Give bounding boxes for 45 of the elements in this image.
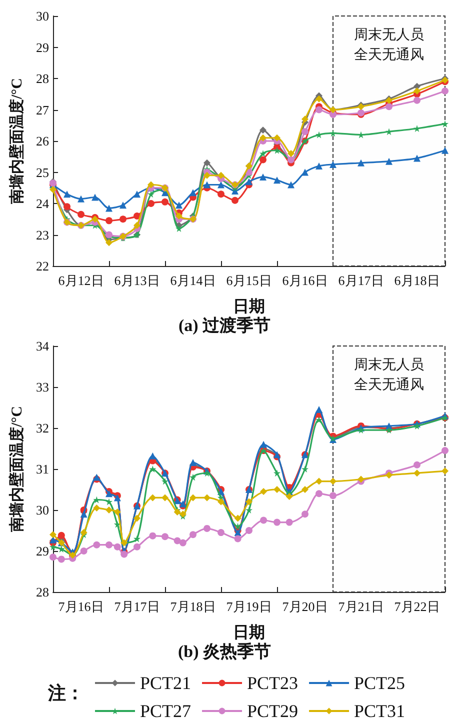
y-tick-label: 28 [36, 584, 49, 600]
y-tick-label: 34 [36, 338, 50, 354]
x-tick-label: 7月22日 [394, 599, 440, 614]
band-label: 周末无人员全天无通风 [354, 357, 424, 393]
x-tick-label: 6月15日 [226, 273, 272, 288]
y-tick-label: 22 [36, 258, 49, 274]
legend-label: PCT31 [354, 701, 406, 721]
x-tick-label: 7月20日 [282, 599, 328, 614]
y-tick-label: 30 [36, 8, 49, 24]
legend-label: PCT23 [247, 673, 298, 693]
legend-label: PCT27 [140, 701, 192, 721]
x-tick-label: 7月18日 [170, 599, 216, 614]
legend-label: PCT29 [247, 701, 298, 721]
y-tick-label: 26 [36, 134, 50, 148]
legend-title: 注： [47, 683, 84, 703]
y-tick-label: 30 [36, 502, 49, 518]
y-axis-title: 南墙内壁面温度/°C [8, 406, 26, 533]
x-tick-label: 6月16日 [282, 273, 328, 288]
x-tick-label: 6月14日 [170, 273, 216, 288]
y-tick-label: 23 [36, 227, 49, 242]
x-tick-label: 6月18日 [394, 273, 440, 288]
legend-label: PCT21 [140, 673, 192, 693]
y-tick-label: 32 [36, 420, 49, 436]
y-tick-label: 31 [36, 462, 49, 476]
y-tick-label: 24 [36, 196, 50, 211]
x-tick-label: 7月16日 [58, 599, 104, 614]
x-tick-label: 6月12日 [58, 273, 104, 288]
x-tick-label: 7月21日 [338, 599, 384, 614]
legend-label: PCT25 [354, 673, 406, 693]
x-axis-title: 日期 [233, 624, 265, 642]
y-tick-label: 25 [36, 164, 49, 180]
band-label: 周末无人员全天无通风 [354, 27, 424, 63]
y-tick-label: 29 [36, 40, 49, 55]
y-tick-label: 29 [36, 544, 49, 558]
x-tick-label: 6月17日 [338, 273, 384, 288]
x-tick-label: 6月13日 [114, 273, 160, 288]
y-tick-label: 33 [36, 380, 49, 394]
y-tick-label: 27 [36, 102, 50, 118]
y-tick-label: 28 [36, 71, 49, 86]
y-axis-title: 南墙内壁面温度/°C [8, 78, 26, 205]
x-tick-label: 7月19日 [226, 599, 272, 614]
text: (b) 炎热季节 [178, 642, 272, 661]
x-tick-label: 7月17日 [114, 599, 160, 614]
text: (a) 过渡季节 [178, 316, 271, 335]
x-axis-title: 日期 [233, 298, 265, 316]
